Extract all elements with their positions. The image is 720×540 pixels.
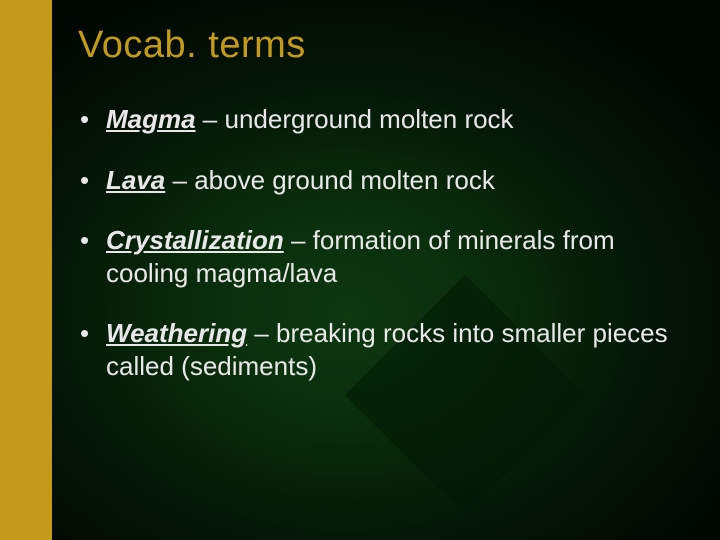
- term-sep: –: [196, 104, 225, 134]
- term-sep: –: [165, 165, 194, 195]
- slide-content: Vocab. terms Magma – underground molten …: [78, 24, 692, 410]
- slide-title: Vocab. terms: [78, 24, 692, 67]
- term-sep: –: [247, 318, 276, 348]
- term-sep: –: [284, 225, 313, 255]
- term-name: Crystallization: [106, 225, 284, 255]
- term-name: Lava: [106, 165, 165, 195]
- list-item: Crystallization – formation of minerals …: [78, 224, 692, 289]
- accent-sidebar: [0, 0, 52, 540]
- list-item: Lava – above ground molten rock: [78, 164, 692, 197]
- term-definition: above ground molten rock: [194, 165, 495, 195]
- term-name: Magma: [106, 104, 196, 134]
- term-name: Weathering: [106, 318, 247, 348]
- list-item: Magma – underground molten rock: [78, 103, 692, 136]
- vocab-list: Magma – underground molten rock Lava – a…: [78, 103, 692, 382]
- list-item: Weathering – breaking rocks into smaller…: [78, 317, 692, 382]
- term-definition: underground molten rock: [225, 104, 514, 134]
